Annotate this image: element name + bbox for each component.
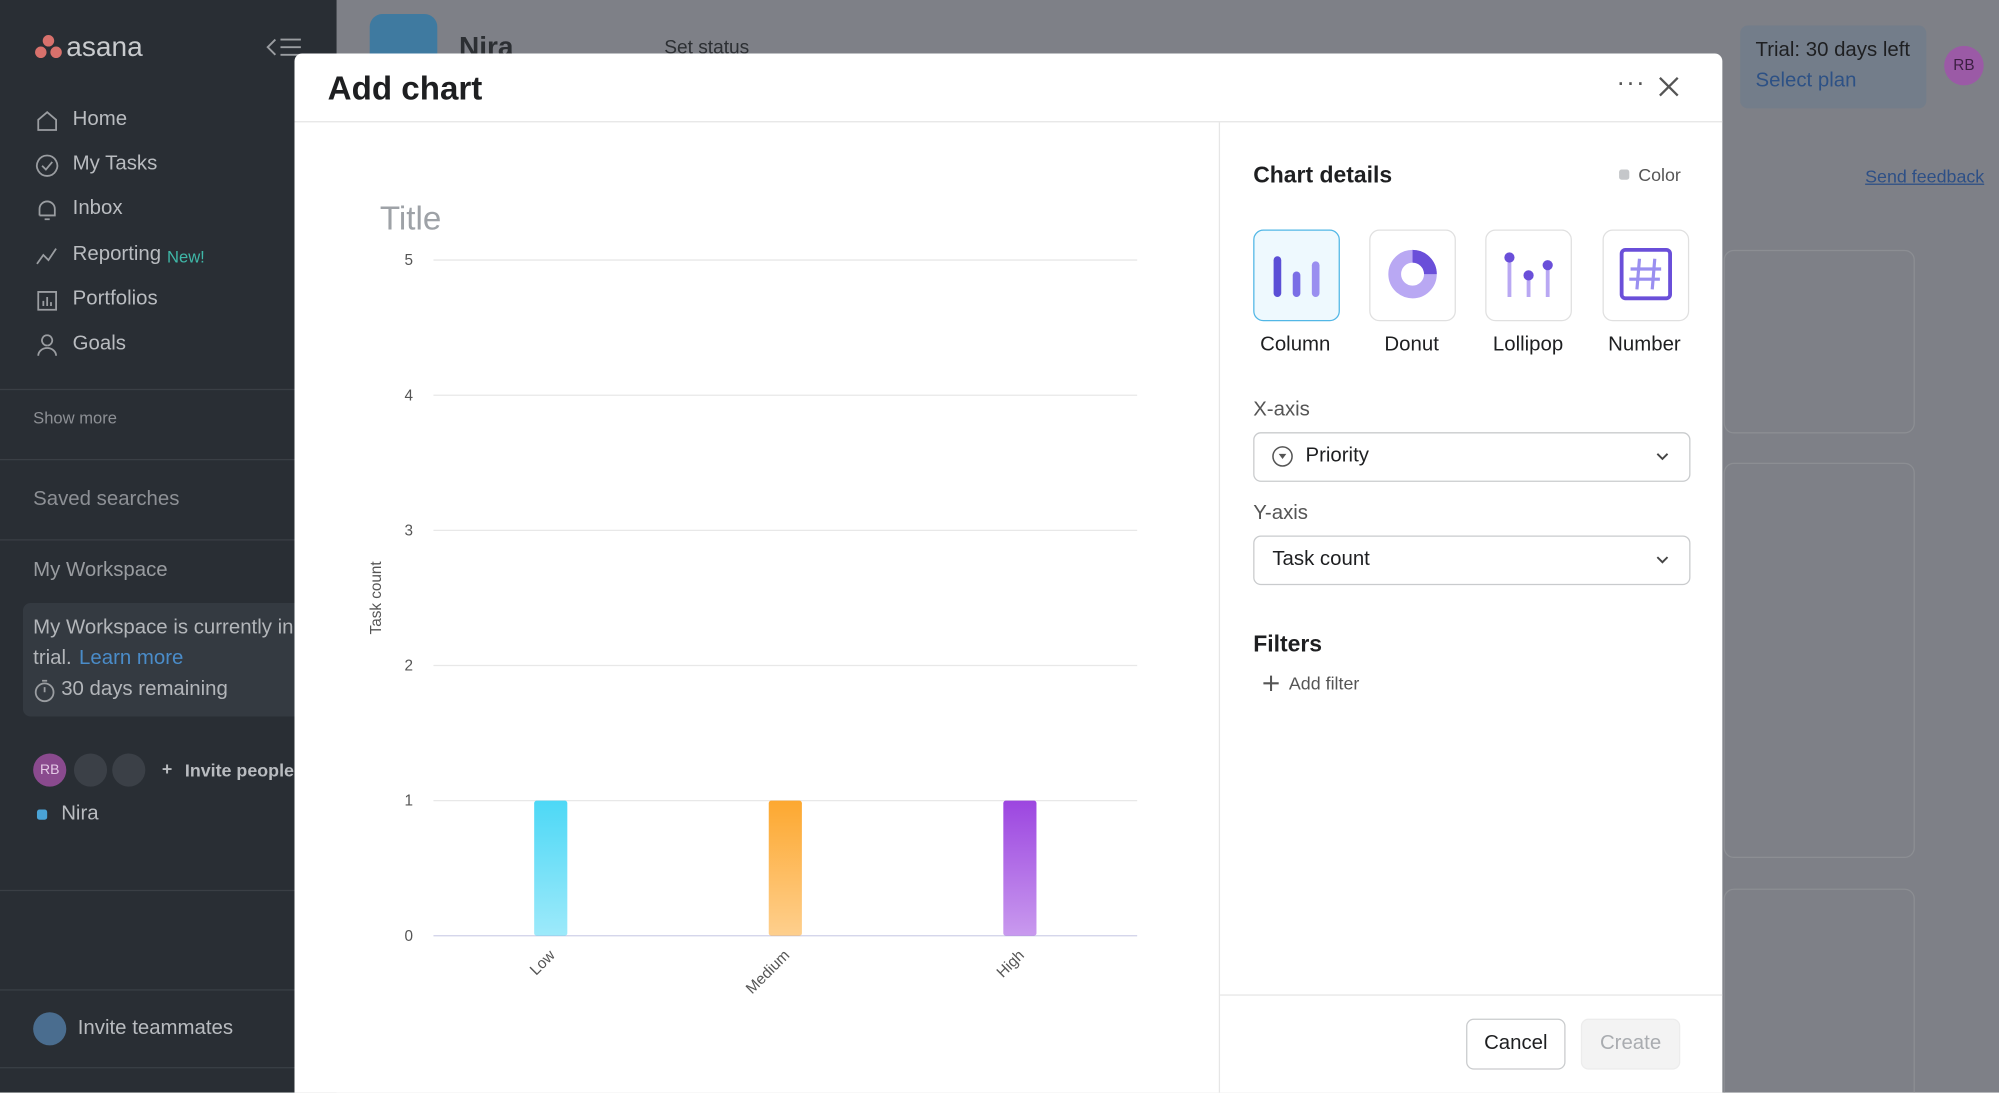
- divider: [1218, 122, 1221, 1093]
- timer-icon: [34, 679, 55, 703]
- filters-title: Filters: [1253, 631, 1323, 657]
- project-dot: [36, 809, 48, 820]
- invite-teammates[interactable]: Invite teammates: [77, 1017, 234, 1040]
- set-status[interactable]: Set status: [664, 36, 750, 59]
- y-tick-label: 2: [405, 658, 414, 675]
- send-feedback[interactable]: Send feedback: [1865, 165, 1985, 187]
- sidebar: [0, 0, 337, 1093]
- divider: [0, 1067, 337, 1069]
- bar: [1003, 800, 1037, 936]
- plus-icon: [1263, 675, 1279, 691]
- type-column[interactable]: [1253, 229, 1340, 322]
- chevron: [1656, 453, 1669, 461]
- x-tick-label: Low: [527, 946, 560, 979]
- logo-icon: [35, 35, 62, 59]
- chart-type-label: Donut: [1384, 334, 1439, 356]
- more-button[interactable]: ···: [1616, 68, 1646, 97]
- nav-item[interactable]: Inbox: [72, 198, 123, 220]
- trial-text: trial.: [33, 647, 72, 670]
- card: [1723, 888, 1915, 1093]
- logo[interactable]: asana: [66, 30, 143, 63]
- y-tick-label: 4: [405, 387, 414, 404]
- y-axis-value: Task count: [1272, 548, 1370, 570]
- trial-days: Trial: 30 days left: [1755, 39, 1911, 62]
- details-title: Chart details: [1253, 161, 1393, 188]
- x-axis-label: X-axis: [1253, 399, 1310, 421]
- days-remaining: 30 days remaining: [61, 678, 228, 700]
- avatar[interactable]: RB: [1944, 45, 1984, 86]
- card: [1723, 249, 1915, 434]
- chart-type-label: Column: [1260, 334, 1331, 356]
- divider: [0, 989, 337, 991]
- cancel-button[interactable]: Cancel: [1466, 1018, 1566, 1070]
- nav-icon: [37, 334, 57, 356]
- modal-title: Add chart: [327, 68, 483, 108]
- type-number[interactable]: [1602, 229, 1690, 322]
- x-tick-label: High: [994, 947, 1028, 981]
- nav-icon: [36, 154, 59, 177]
- nav-item[interactable]: Home: [72, 108, 128, 131]
- workspace[interactable]: My Workspace: [33, 559, 168, 582]
- divider: [1220, 994, 1723, 996]
- trial-banner: [1740, 25, 1927, 109]
- avatar-placeholder: [73, 753, 108, 787]
- y-axis-label: Task count: [368, 561, 385, 635]
- chart-title-input[interactable]: Title: [379, 198, 442, 238]
- card: [1723, 462, 1915, 858]
- y-tick-label: 5: [405, 252, 414, 269]
- invite-people[interactable]: Invite people: [184, 759, 294, 781]
- bar: [534, 800, 568, 936]
- project[interactable]: Nira: [61, 803, 99, 825]
- avatar[interactable]: RB: [33, 753, 67, 787]
- nav-item[interactable]: Portfolios: [72, 287, 158, 310]
- y-axis-label: Y-axis: [1253, 502, 1308, 524]
- y-axis-select[interactable]: [1253, 535, 1691, 586]
- divider: [0, 458, 337, 461]
- saved-searches[interactable]: Saved searches: [33, 488, 180, 510]
- nav-item[interactable]: Goals: [72, 332, 126, 355]
- nav-icon: [38, 201, 56, 221]
- add-filter[interactable]: Add filter: [1288, 673, 1360, 694]
- chart-type-label: Lollipop: [1492, 334, 1564, 356]
- x-axis-select[interactable]: [1253, 432, 1691, 482]
- divider: [294, 121, 1723, 123]
- chevron: [1656, 556, 1669, 564]
- chart-type-label: Number: [1608, 334, 1681, 356]
- x-tick-label: Medium: [743, 947, 793, 997]
- nav-item[interactable]: My Tasks: [72, 153, 158, 175]
- show-more[interactable]: Show more: [33, 407, 117, 428]
- invite-people-plus: +: [161, 758, 173, 779]
- bar: [768, 800, 802, 936]
- divider: [0, 889, 337, 892]
- nav-icon: [37, 290, 57, 311]
- divider: [0, 388, 337, 391]
- x-axis-value: Priority: [1305, 444, 1369, 467]
- color-swatch: [1619, 169, 1630, 180]
- avatar-placeholder: [112, 753, 146, 787]
- nav-icon: [36, 247, 57, 264]
- type-donut[interactable]: [1369, 229, 1456, 322]
- field-icon: [1272, 446, 1293, 467]
- collapse-icon[interactable]: [265, 36, 303, 59]
- type-lollipop[interactable]: [1485, 229, 1572, 322]
- nav-item[interactable]: Reporting: [72, 242, 162, 265]
- trial-text: My Workspace is currently in: [33, 617, 294, 639]
- trial-box: [22, 603, 317, 717]
- y-tick-label: 0: [405, 928, 414, 945]
- invite-icon: [33, 1012, 67, 1046]
- y-tick-label: 1: [405, 793, 414, 810]
- create-button[interactable]: Create: [1580, 1018, 1681, 1070]
- new-badge: New!: [167, 246, 205, 266]
- close-button[interactable]: [1657, 75, 1680, 98]
- nav-icon: [37, 111, 57, 131]
- color-button[interactable]: Color: [1638, 164, 1681, 185]
- select-plan[interactable]: Select plan: [1755, 70, 1857, 92]
- y-tick-label: 3: [405, 522, 414, 539]
- learn-more[interactable]: Learn more: [79, 647, 184, 670]
- divider: [0, 539, 337, 541]
